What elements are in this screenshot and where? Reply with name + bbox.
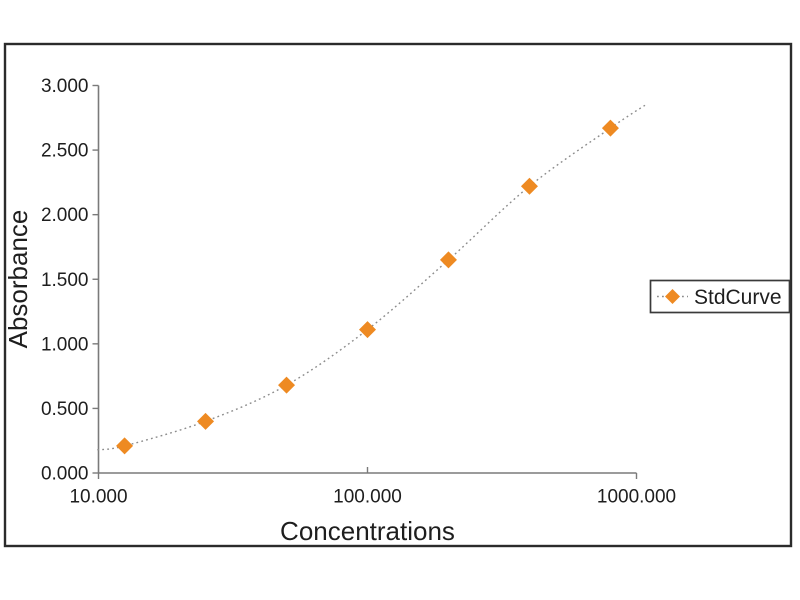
y-tick-label: 1.000 xyxy=(41,334,89,355)
legend-diamond-icon xyxy=(665,289,680,304)
y-tick-label: 1.500 xyxy=(41,270,89,291)
y-tick-label: 2.500 xyxy=(41,141,89,162)
x-axis-title: Concentrations xyxy=(280,516,455,546)
y-axis-title: Absorbance xyxy=(3,210,33,349)
fit-curve-dotted-line xyxy=(97,103,648,451)
data-point-marker xyxy=(197,412,215,430)
y-tick-label: 0.500 xyxy=(41,399,89,420)
series-stdcurve-markers xyxy=(116,119,619,455)
data-point-marker xyxy=(520,177,538,195)
data-point-marker xyxy=(116,437,134,455)
data-point-marker xyxy=(278,376,296,394)
x-tick-label: 100.000 xyxy=(333,487,402,508)
data-point-marker xyxy=(439,251,457,269)
x-tick-label: 1000.000 xyxy=(597,487,676,508)
x-tick-label: 10.000 xyxy=(69,487,127,508)
x-axis-ticks: 10.000 100.000 1000.000 xyxy=(69,467,676,508)
y-tick-label: 3.000 xyxy=(41,76,89,97)
legend: StdCurve xyxy=(649,279,791,314)
data-point-marker xyxy=(601,119,619,137)
legend-label: StdCurve xyxy=(694,286,782,309)
chart-frame xyxy=(3,42,793,548)
data-point-marker xyxy=(359,321,376,339)
y-tick-label: 2.000 xyxy=(41,205,89,226)
y-axis-ticks: 0.000 0.500 1.000 1.500 2.000 2.500 3.000 xyxy=(41,76,99,485)
y-tick-label: 0.000 xyxy=(41,464,89,485)
